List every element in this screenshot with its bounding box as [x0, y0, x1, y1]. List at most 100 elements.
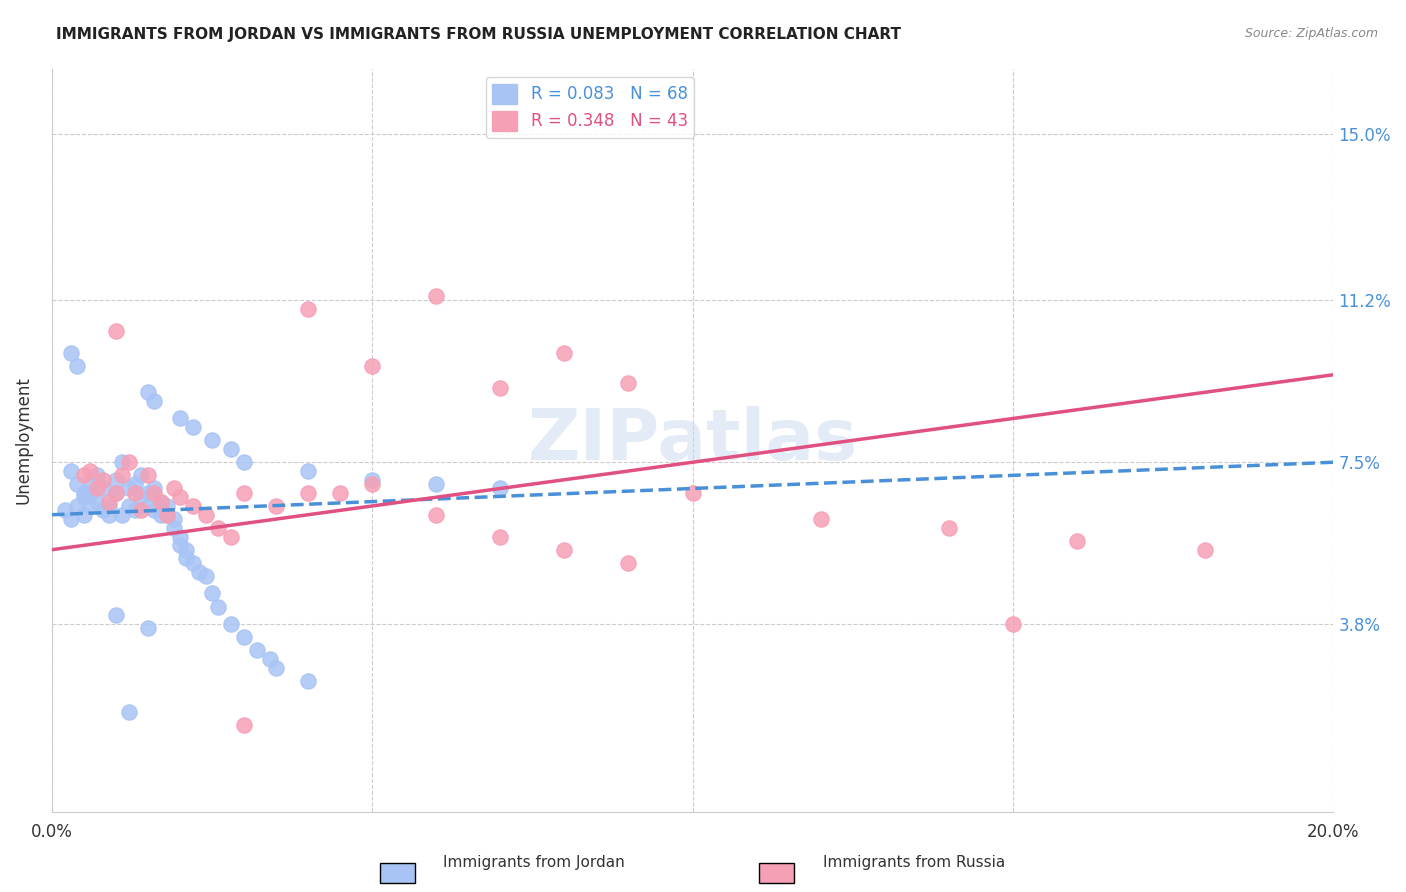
- Point: [104, 608, 127, 623]
- Point: [329, 486, 352, 500]
- Point: [297, 673, 319, 688]
- Point: [79, 464, 101, 478]
- Point: [131, 503, 153, 517]
- Point: [143, 482, 166, 496]
- Point: [489, 482, 512, 496]
- Point: [233, 630, 256, 644]
- Point: [143, 503, 166, 517]
- Point: [219, 442, 242, 456]
- Point: [124, 486, 146, 500]
- Point: [117, 455, 139, 469]
- Point: [79, 486, 101, 500]
- Point: [682, 486, 704, 500]
- Point: [117, 499, 139, 513]
- Point: [149, 494, 172, 508]
- Point: [117, 482, 139, 496]
- Point: [176, 551, 198, 566]
- Point: [73, 508, 96, 522]
- Point: [194, 569, 217, 583]
- Point: [425, 477, 447, 491]
- Point: [149, 494, 172, 508]
- Point: [156, 499, 179, 513]
- Point: [53, 503, 76, 517]
- Point: [162, 512, 184, 526]
- Point: [136, 468, 159, 483]
- Point: [201, 586, 224, 600]
- Y-axis label: Unemployment: Unemployment: [15, 376, 32, 504]
- Point: [425, 289, 447, 303]
- Point: [104, 473, 127, 487]
- Point: [233, 717, 256, 731]
- Point: [162, 482, 184, 496]
- Point: [297, 302, 319, 317]
- Point: [143, 394, 166, 409]
- Point: [181, 556, 204, 570]
- Point: [136, 486, 159, 500]
- Point: [59, 464, 82, 478]
- Text: ZIPatlas: ZIPatlas: [527, 406, 858, 475]
- Point: [219, 530, 242, 544]
- Point: [617, 376, 640, 391]
- Point: [188, 565, 211, 579]
- Text: Immigrants from Russia: Immigrants from Russia: [823, 855, 1005, 870]
- Point: [233, 486, 256, 500]
- Point: [73, 468, 96, 483]
- Point: [219, 617, 242, 632]
- Point: [181, 499, 204, 513]
- Point: [91, 503, 114, 517]
- Point: [104, 486, 127, 500]
- Point: [104, 324, 127, 338]
- Point: [98, 494, 121, 508]
- Point: [233, 455, 256, 469]
- Point: [124, 503, 146, 517]
- Point: [181, 420, 204, 434]
- Point: [810, 512, 832, 526]
- Point: [259, 652, 281, 666]
- Point: [938, 521, 960, 535]
- Point: [246, 643, 269, 657]
- Point: [207, 599, 229, 614]
- Point: [86, 494, 108, 508]
- Point: [169, 538, 191, 552]
- Point: [91, 473, 114, 487]
- Point: [162, 521, 184, 535]
- Point: [86, 482, 108, 496]
- Point: [553, 346, 575, 360]
- Point: [131, 490, 153, 504]
- Point: [149, 508, 172, 522]
- Text: Source: ZipAtlas.com: Source: ZipAtlas.com: [1244, 27, 1378, 40]
- Point: [124, 477, 146, 491]
- Point: [264, 499, 287, 513]
- Point: [79, 477, 101, 491]
- Point: [169, 530, 191, 544]
- Point: [131, 468, 153, 483]
- Point: [361, 473, 384, 487]
- Point: [425, 508, 447, 522]
- Point: [136, 499, 159, 513]
- Point: [59, 346, 82, 360]
- Point: [361, 359, 384, 373]
- Point: [169, 411, 191, 425]
- Point: [176, 542, 198, 557]
- Point: [297, 464, 319, 478]
- Point: [111, 455, 134, 469]
- Point: [489, 530, 512, 544]
- Point: [111, 508, 134, 522]
- Point: [169, 490, 191, 504]
- Point: [98, 499, 121, 513]
- Point: [136, 622, 159, 636]
- Point: [1194, 542, 1216, 557]
- Point: [104, 486, 127, 500]
- Point: [617, 556, 640, 570]
- Text: IMMIGRANTS FROM JORDAN VS IMMIGRANTS FROM RUSSIA UNEMPLOYMENT CORRELATION CHART: IMMIGRANTS FROM JORDAN VS IMMIGRANTS FRO…: [56, 27, 901, 42]
- Point: [66, 477, 89, 491]
- Legend: R = 0.083   N = 68, R = 0.348   N = 43: R = 0.083 N = 68, R = 0.348 N = 43: [485, 77, 695, 137]
- Point: [207, 521, 229, 535]
- Point: [91, 482, 114, 496]
- Point: [73, 490, 96, 504]
- Point: [156, 508, 179, 522]
- Point: [297, 486, 319, 500]
- Text: Immigrants from Jordan: Immigrants from Jordan: [443, 855, 626, 870]
- Point: [489, 381, 512, 395]
- Point: [98, 508, 121, 522]
